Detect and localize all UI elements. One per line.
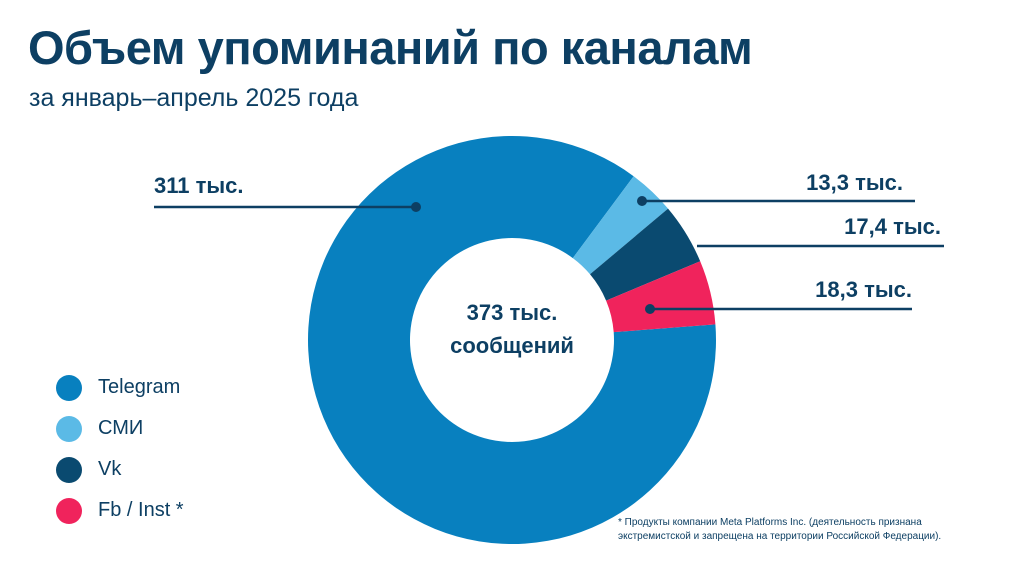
- leader-dot: [637, 196, 647, 206]
- legend-item-smi: СМИ: [56, 408, 184, 449]
- center-label-line: 373 тыс.: [467, 300, 558, 325]
- chart-subtitle: за январь–апрель 2025 года: [29, 84, 359, 112]
- label-telegram: 311 тыс.: [154, 173, 244, 198]
- leader-dot: [411, 202, 421, 212]
- leader-dot: [645, 304, 655, 314]
- chart-title: Объем упоминаний по каналам: [28, 21, 753, 74]
- label-fb-inst: 18,3 тыс.: [815, 277, 912, 302]
- legend-label: Vk: [98, 458, 122, 480]
- legend-label: Telegram: [98, 376, 181, 398]
- legend-item-fb-inst: Fb / Inst *: [56, 490, 184, 531]
- slice-fb-inst: [606, 261, 716, 333]
- legend-item-vk: Vk: [56, 449, 184, 490]
- footnote-line: экстремистской и запрещена на территории…: [618, 531, 942, 542]
- slice-telegram: [307, 135, 716, 544]
- legend-swatch: [56, 374, 82, 401]
- label-smi: 13,3 тыс.: [806, 170, 903, 195]
- legend-item-telegram: Telegram: [56, 367, 184, 408]
- legend-label: Fb / Inst *: [98, 499, 184, 521]
- legend-swatch: [56, 415, 82, 442]
- label-vk: 17,4 тыс.: [844, 214, 941, 239]
- legend-swatch: [56, 497, 82, 524]
- footnote-line: * Продукты компании Meta Platforms Inc. …: [618, 517, 922, 528]
- footnote: * Продукты компании Meta Platforms Inc. …: [618, 516, 998, 544]
- legend-swatch: [56, 456, 82, 483]
- slice-vk: [590, 208, 701, 301]
- legend: Telegram СМИ Vk Fb / Inst *: [56, 367, 184, 531]
- center-label-line: сообщений: [450, 333, 574, 358]
- legend-label: СМИ: [98, 417, 144, 439]
